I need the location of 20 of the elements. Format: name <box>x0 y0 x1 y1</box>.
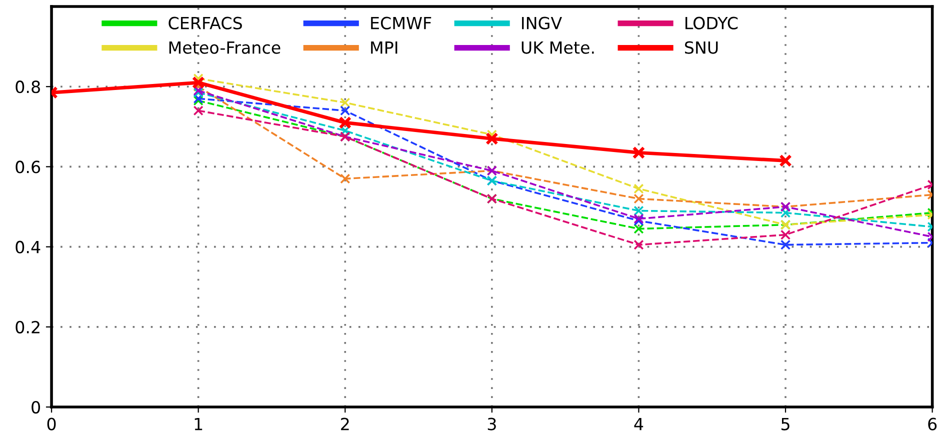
x-tick-label: 3 <box>488 418 496 430</box>
y-tick-label: 0.6 <box>16 160 40 174</box>
legend-label: SNU <box>684 41 718 54</box>
legend-label: LODYC <box>686 16 738 30</box>
legend-label: UK Mete. <box>522 41 594 54</box>
legend-label: ECMWF <box>371 16 432 30</box>
y-tick-label: 0.2 <box>16 320 40 334</box>
legend-label: CERFACS <box>168 16 242 30</box>
y-tick-label: 0 <box>32 400 40 414</box>
y-tick-label: 0.8 <box>16 80 40 94</box>
legend-label: MPI <box>371 41 398 54</box>
legend-label: Meteo-France <box>169 41 280 54</box>
x-tick-label: 2 <box>341 418 349 430</box>
x-tick-label: 5 <box>782 418 790 430</box>
legend-label: INGV <box>522 16 562 30</box>
x-tick-label: 6 <box>928 418 937 430</box>
x-tick-label: 0 <box>47 418 56 430</box>
x-tick-label: 4 <box>634 418 644 430</box>
x-tick-label: 1 <box>194 418 202 430</box>
y-tick-label: 0.4 <box>16 240 40 254</box>
